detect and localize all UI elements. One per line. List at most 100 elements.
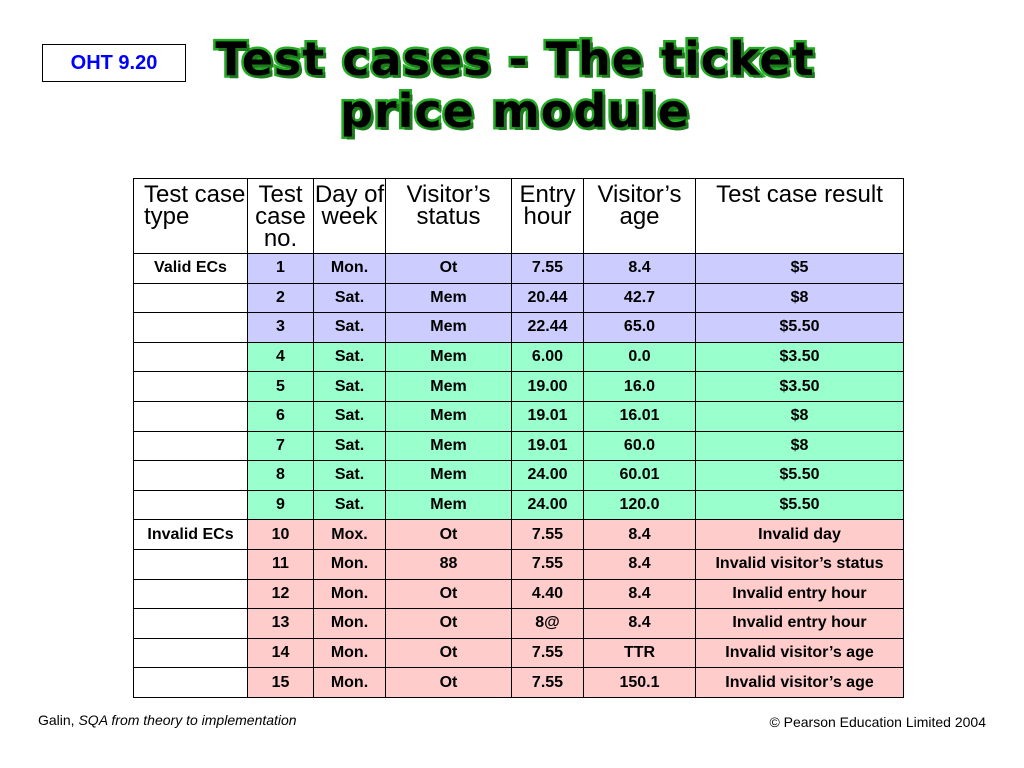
cell-visitor-status: Mem	[385, 430, 512, 462]
cell-day-of-week: Mon.	[313, 637, 386, 669]
cell-entry-hour: 19.01	[511, 430, 584, 462]
cell-test-case-no: 11	[247, 548, 314, 580]
header-visitor-status: Visitor’s status	[385, 178, 512, 254]
cell-test-case-no: 1	[247, 253, 314, 284]
cell-day-of-week: Mox.	[313, 519, 386, 550]
cell-test-case-type	[133, 608, 248, 639]
cell-test-case-result: Invalid entry hour	[695, 608, 904, 639]
table-row: 8 Sat. Mem 24.00 60.01 $5.50	[133, 460, 904, 491]
cell-visitor-status: Ot	[385, 637, 512, 669]
cell-visitor-age: 0.0	[583, 341, 696, 373]
header-visitor-age: Visitor’s age	[583, 178, 696, 254]
cell-test-case-no: 4	[247, 341, 314, 373]
cell-visitor-age: 8.4	[583, 253, 696, 284]
cell-test-case-no: 2	[247, 282, 314, 314]
cell-visitor-age: 150.1	[583, 667, 696, 698]
slide-number-badge: OHT 9.20	[42, 44, 186, 82]
footer-source: Galin, SQA from theory to implementation	[38, 712, 297, 728]
cell-day-of-week: Mon.	[313, 548, 386, 580]
table-row: 9 Sat. Mem 24.00 120.0 $5.50	[133, 489, 904, 521]
cell-visitor-status: Mem	[385, 489, 512, 521]
cell-visitor-status: Ot	[385, 253, 512, 284]
table-row: 7 Sat. Mem 19.01 60.0 $8	[133, 430, 904, 462]
table-row: 11 Mon. 88 7.55 8.4 Invalid visitor’s status	[133, 548, 904, 580]
cell-test-case-result: $8	[695, 430, 904, 462]
table-row: Invalid ECs 10 Mox. Ot 7.55 8.4 Invalid day	[133, 519, 904, 550]
cell-day-of-week: Mon.	[313, 608, 386, 639]
test-cases-table: Test case type Test case no. Day of week…	[133, 178, 904, 698]
cell-test-case-type	[133, 578, 248, 610]
cell-visitor-status: Mem	[385, 460, 512, 491]
cell-visitor-status: Ot	[385, 608, 512, 639]
cell-visitor-status: Mem	[385, 400, 512, 432]
table-row: 13 Mon. Ot 8@ 8.4 Invalid entry hour	[133, 608, 904, 639]
cell-entry-hour: 19.01	[511, 400, 584, 432]
cell-test-case-result: $5.50	[695, 489, 904, 521]
cell-test-case-no: 14	[247, 637, 314, 669]
cell-test-case-result: Invalid visitor’s age	[695, 667, 904, 698]
cell-test-case-type: Invalid ECs	[133, 519, 248, 550]
cell-test-case-result: $5.50	[695, 460, 904, 491]
cell-test-case-type	[133, 312, 248, 343]
cell-visitor-status: Ot	[385, 519, 512, 550]
cell-visitor-age: 60.01	[583, 460, 696, 491]
header-test-case-type: Test case type	[133, 178, 248, 254]
cell-test-case-result: Invalid day	[695, 519, 904, 550]
table-row: 5 Sat. Mem 19.00 16.0 $3.50	[133, 371, 904, 402]
table-row: 4 Sat. Mem 6.00 0.0 $3.50	[133, 341, 904, 373]
table-row: 14 Mon. Ot 7.55 TTR Invalid visitor’s age	[133, 637, 904, 669]
cell-test-case-no: 3	[247, 312, 314, 343]
cell-day-of-week: Sat.	[313, 430, 386, 462]
cell-test-case-type	[133, 341, 248, 373]
table-header-row: Test case type Test case no. Day of week…	[133, 178, 904, 254]
cell-test-case-result: $5.50	[695, 312, 904, 343]
cell-entry-hour: 7.55	[511, 667, 584, 698]
cell-day-of-week: Mon.	[313, 253, 386, 284]
cell-visitor-status: Mem	[385, 282, 512, 314]
cell-test-case-no: 8	[247, 460, 314, 491]
cell-test-case-no: 12	[247, 578, 314, 610]
cell-test-case-no: 6	[247, 400, 314, 432]
cell-entry-hour: 6.00	[511, 341, 584, 373]
cell-day-of-week: Sat.	[313, 489, 386, 521]
cell-visitor-status: Mem	[385, 341, 512, 373]
cell-entry-hour: 8@	[511, 608, 584, 639]
cell-visitor-age: 16.0	[583, 371, 696, 402]
cell-day-of-week: Sat.	[313, 282, 386, 314]
cell-visitor-status: Mem	[385, 312, 512, 343]
cell-test-case-type	[133, 430, 248, 462]
cell-visitor-status: 88	[385, 548, 512, 580]
cell-entry-hour: 19.00	[511, 371, 584, 402]
cell-visitor-status: Mem	[385, 371, 512, 402]
cell-entry-hour: 7.55	[511, 548, 584, 580]
cell-visitor-age: 65.0	[583, 312, 696, 343]
cell-test-case-type	[133, 667, 248, 698]
cell-day-of-week: Mon.	[313, 667, 386, 698]
cell-test-case-no: 9	[247, 489, 314, 521]
cell-day-of-week: Sat.	[313, 312, 386, 343]
slide-title: Test cases - The ticket price module	[170, 31, 860, 140]
cell-test-case-type	[133, 400, 248, 432]
cell-day-of-week: Sat.	[313, 341, 386, 373]
cell-visitor-age: 42.7	[583, 282, 696, 314]
cell-test-case-no: 7	[247, 430, 314, 462]
cell-test-case-result: $8	[695, 400, 904, 432]
cell-visitor-age: 60.0	[583, 430, 696, 462]
header-entry-hour: Entry hour	[511, 178, 584, 254]
table-row: 3 Sat. Mem 22.44 65.0 $5.50	[133, 312, 904, 343]
footer-author: Galin,	[38, 712, 79, 728]
cell-test-case-result: Invalid visitor’s age	[695, 637, 904, 669]
header-test-case-result: Test case result	[695, 178, 904, 254]
cell-entry-hour: 4.40	[511, 578, 584, 610]
cell-entry-hour: 24.00	[511, 460, 584, 491]
cell-test-case-no: 10	[247, 519, 314, 550]
cell-test-case-type	[133, 282, 248, 314]
cell-entry-hour: 20.44	[511, 282, 584, 314]
cell-test-case-result: $3.50	[695, 371, 904, 402]
cell-day-of-week: Mon.	[313, 578, 386, 610]
cell-test-case-no: 5	[247, 371, 314, 402]
slide-title-line-2: price module	[337, 83, 691, 140]
cell-visitor-age: 8.4	[583, 578, 696, 610]
slide-title-line-1: Test cases - The ticket	[213, 31, 816, 88]
cell-test-case-type: Valid ECs	[133, 253, 248, 284]
